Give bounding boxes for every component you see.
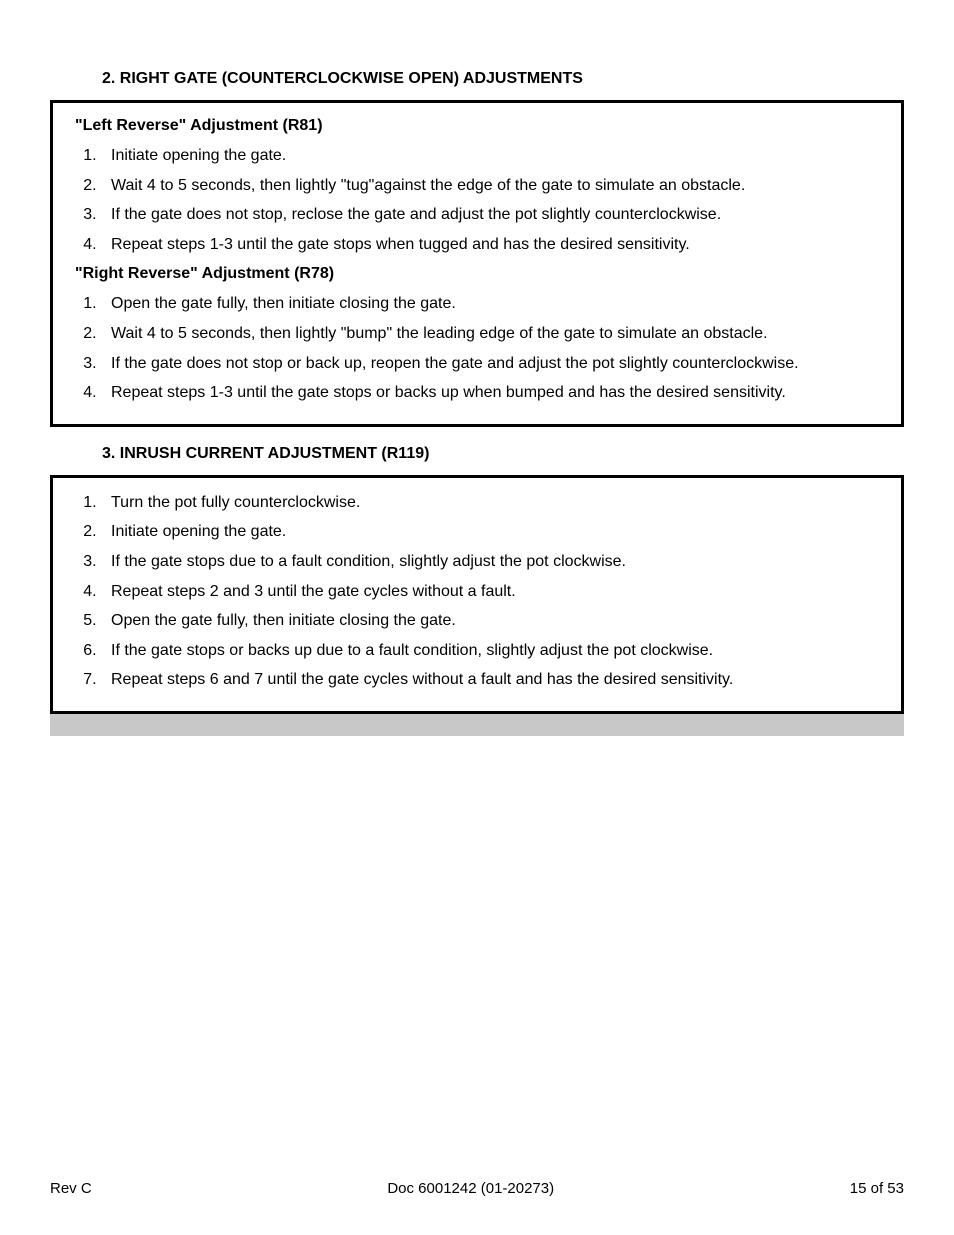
document-page: 2. RIGHT GATE (COUNTERCLOCKWISE OPEN) AD… — [0, 0, 954, 1235]
right-reverse-title: "Right Reverse" Adjustment (R78) — [75, 265, 879, 283]
left-reverse-title: "Left Reverse" Adjustment (R81) — [75, 117, 879, 135]
list-item: Initiate opening the gate. — [101, 517, 879, 547]
footer-page-number: 15 of 53 — [850, 1180, 904, 1197]
list-item: Repeat steps 6 and 7 until the gate cycl… — [101, 665, 879, 695]
list-item: If the gate stops due to a fault conditi… — [101, 547, 879, 577]
list-item: If the gate does not stop, reclose the g… — [101, 200, 879, 230]
section-3-box: Turn the pot fully counterclockwise. Ini… — [50, 475, 904, 714]
page-footer: Rev C Doc 6001242 (01-20273) 15 of 53 — [50, 1180, 904, 1197]
section-3-heading: 3. INRUSH CURRENT ADJUSTMENT (R119) — [102, 445, 904, 463]
list-item: If the gate stops or backs up due to a f… — [101, 636, 879, 666]
list-item: Open the gate fully, then initiate closi… — [101, 606, 879, 636]
inrush-steps: Turn the pot fully counterclockwise. Ini… — [75, 488, 879, 695]
list-item: Turn the pot fully counterclockwise. — [101, 488, 879, 518]
gray-separator-bar — [50, 714, 904, 736]
right-reverse-steps: Open the gate fully, then initiate closi… — [75, 289, 879, 407]
section-2-box: "Left Reverse" Adjustment (R81) Initiate… — [50, 100, 904, 427]
list-item: Wait 4 to 5 seconds, then lightly "tug"a… — [101, 171, 879, 201]
list-item: Repeat steps 1-3 until the gate stops wh… — [101, 230, 879, 260]
section-2-heading: 2. RIGHT GATE (COUNTERCLOCKWISE OPEN) AD… — [102, 70, 904, 88]
footer-doc-number: Doc 6001242 (01-20273) — [387, 1180, 554, 1197]
list-item: Open the gate fully, then initiate closi… — [101, 289, 879, 319]
footer-revision: Rev C — [50, 1180, 92, 1197]
list-item: Repeat steps 1-3 until the gate stops or… — [101, 378, 879, 408]
list-item: Repeat steps 2 and 3 until the gate cycl… — [101, 577, 879, 607]
list-item: Wait 4 to 5 seconds, then lightly "bump"… — [101, 319, 879, 349]
list-item: Initiate opening the gate. — [101, 141, 879, 171]
list-item: If the gate does not stop or back up, re… — [101, 349, 879, 379]
left-reverse-steps: Initiate opening the gate. Wait 4 to 5 s… — [75, 141, 879, 259]
